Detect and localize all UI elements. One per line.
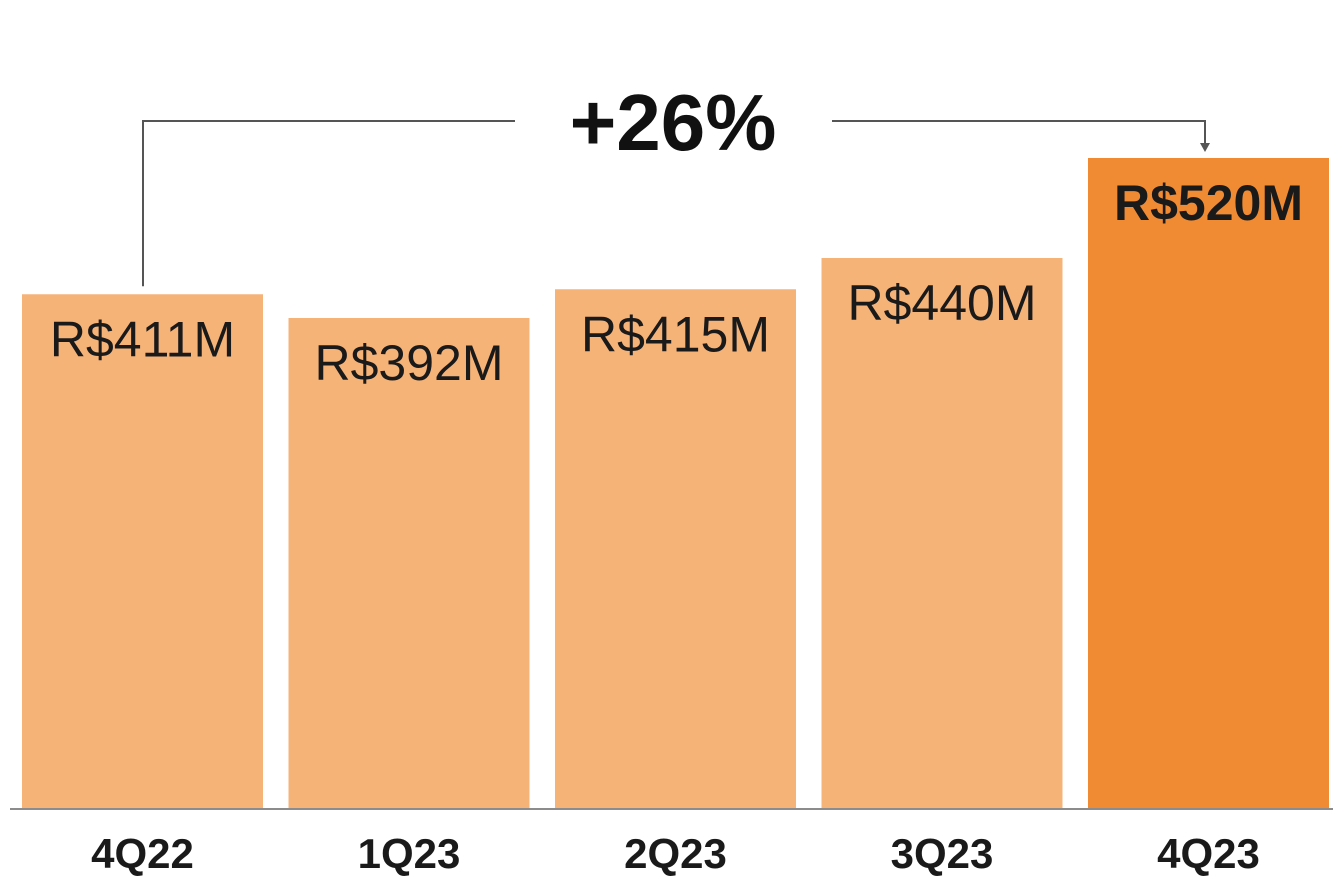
value-label-4q23: R$520M [1114, 175, 1303, 231]
category-label-1q23: 1Q23 [358, 830, 461, 877]
growth-annotation: +26% [570, 78, 777, 167]
category-label-4q23: 4Q23 [1157, 830, 1260, 877]
category-label-2q23: 2Q23 [624, 830, 727, 877]
growth-connector-left [142, 120, 515, 287]
bar-4q23 [1088, 158, 1329, 808]
bar-2q23 [555, 289, 796, 808]
value-label-2q23: R$415M [581, 306, 770, 362]
growth-connector-right [832, 120, 1206, 144]
value-label-4q22: R$411M [50, 311, 235, 367]
bar-1q23 [288, 318, 530, 808]
value-label-1q23: R$392M [315, 335, 504, 391]
arrow-down-icon [1200, 143, 1210, 152]
category-label-3q23: 3Q23 [891, 830, 994, 877]
bar-3q23 [821, 258, 1063, 808]
bar-4q22 [22, 294, 263, 808]
value-label-3q23: R$440M [848, 275, 1037, 331]
category-label-4q22: 4Q22 [91, 830, 194, 877]
